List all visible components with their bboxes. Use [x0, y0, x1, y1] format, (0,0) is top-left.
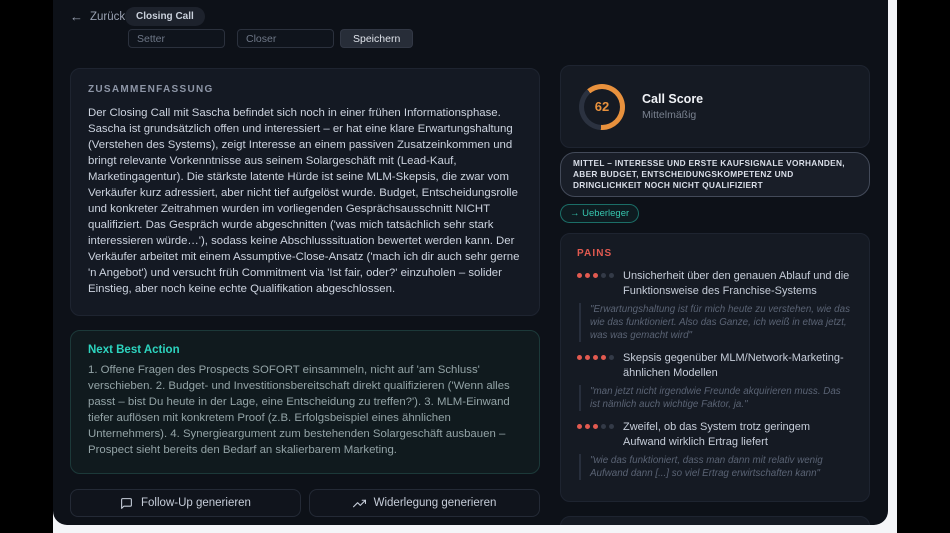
chat-bubble-icon: [121, 497, 132, 509]
pains-heading: PAINS: [577, 248, 613, 259]
call-score-card: 62 Call Score Mittelmäßig: [560, 65, 870, 148]
desires-card: DESIRES Ein bewährtes, skalierbares Syst…: [560, 516, 870, 525]
summary-card: ZUSAMMENFASSUNG Der Closing Call mit Sas…: [70, 68, 540, 316]
closer-input[interactable]: [237, 29, 334, 48]
call-type-badge: Closing Call: [125, 7, 205, 26]
rebuttal-label: Widerlegung generieren: [373, 497, 497, 509]
rebuttal-generate-button[interactable]: Widerlegung generieren: [309, 489, 540, 517]
pain-quote: "man jetzt nicht irgendwie Freunde akqui…: [579, 385, 853, 411]
follow-up-label: Follow-Up generieren: [141, 497, 251, 509]
summary-body: Der Closing Call mit Sascha befindet sic…: [88, 107, 520, 295]
severity-dots: [577, 269, 614, 298]
score-rating: Mittelmäßig: [642, 109, 697, 121]
assessment-banner: MITTEL – INTERESSE UND ERSTE KAUFSIGNALE…: [560, 152, 870, 197]
pain-item: Unsicherheit über den genauen Ablauf und…: [577, 269, 853, 342]
next-best-action-body: 1. Offene Fragen des Prospects SOFORT ei…: [88, 364, 510, 456]
pain-item: Zweifel, ob das System trotz geringem Au…: [577, 420, 853, 480]
page-title-clipped: Tester: [125, 0, 325, 5]
follow-up-generate-button[interactable]: Follow-Up generieren: [70, 489, 301, 517]
trending-up-icon: [352, 499, 366, 507]
score-value: 62: [584, 88, 620, 125]
pain-quote: "wie das funktioniert, dass man dann mit…: [579, 454, 853, 480]
score-text-block: Call Score Mittelmäßig: [642, 92, 703, 121]
severity-dots: [577, 351, 614, 380]
generate-actions-row: Follow-Up generieren Widerlegung generie…: [70, 489, 540, 517]
next-best-action-card: Next Best Action 1. Offene Fragen des Pr…: [70, 330, 540, 474]
back-button[interactable]: ← Zurück: [70, 9, 125, 24]
score-label: Call Score: [642, 92, 704, 106]
page-title: Tester: [125, 0, 325, 5]
severity-dots: [577, 420, 614, 449]
back-label: Zurück: [90, 10, 126, 23]
pain-quote: "Erwartungshaltung ist für mich heute zu…: [579, 303, 853, 342]
next-best-action-heading: Next Best Action: [88, 344, 180, 356]
score-ring: 62: [579, 83, 625, 130]
left-column: ZUSAMMENFASSUNG Der Closing Call mit Sas…: [70, 68, 540, 525]
pain-title: Unsicherheit über den genauen Ablauf und…: [623, 270, 850, 297]
save-button[interactable]: Speichern: [340, 29, 414, 48]
pain-title: Zweifel, ob das System trotz geringem Au…: [623, 421, 811, 448]
back-arrow-icon: ←: [70, 9, 83, 24]
pains-card: PAINS Unsicherheit über den genauen Abla…: [560, 233, 870, 502]
pain-title: Skepsis gegenüber MLM/Network-Marketing-…: [623, 352, 844, 379]
setter-input[interactable]: [128, 29, 225, 48]
summary-heading: ZUSAMMENFASSUNG: [88, 84, 214, 95]
persona-tag[interactable]: → Ueberleger: [560, 204, 640, 223]
right-column: 62 Call Score Mittelmäßig MITTEL – INTER…: [560, 65, 870, 525]
app-panel: Tester ← Zurück Closing Call Speichern Z…: [53, 0, 888, 525]
pain-item: Skepsis gegenüber MLM/Network-Marketing-…: [577, 351, 853, 411]
